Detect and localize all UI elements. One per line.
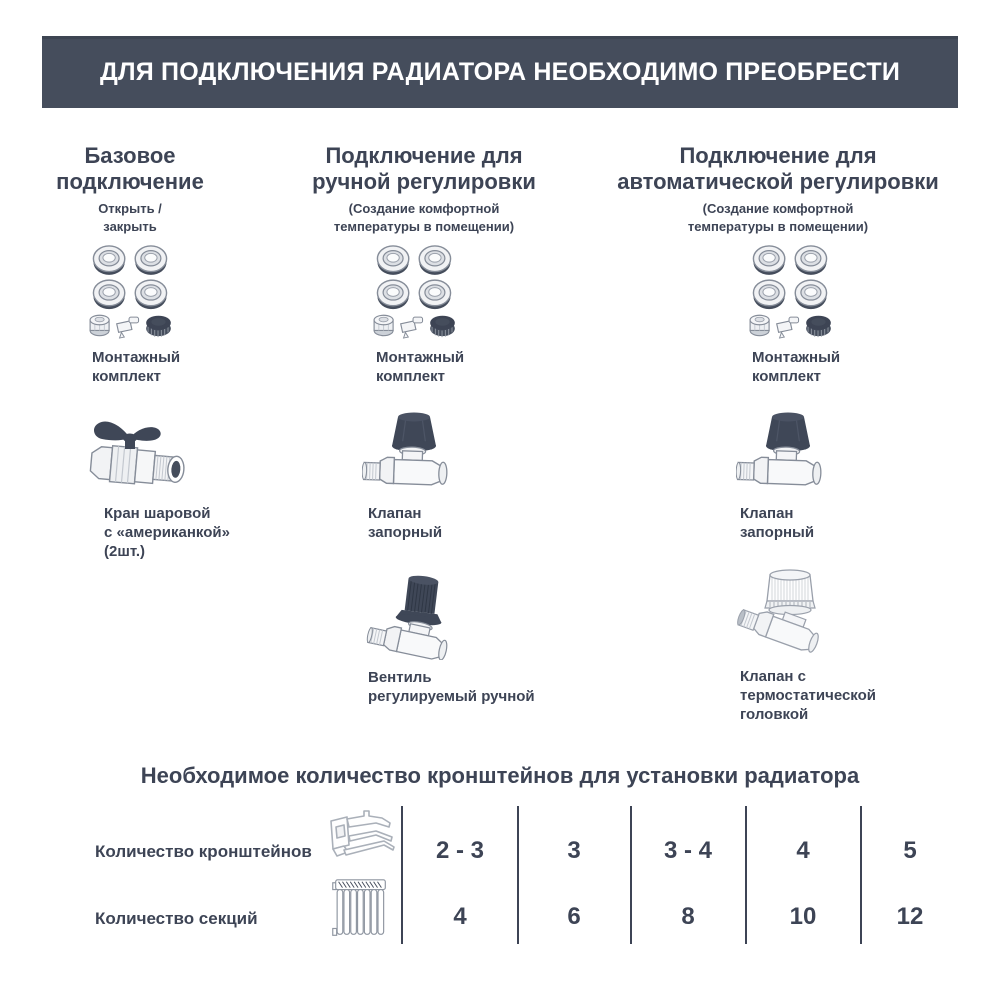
shutoff-valve-icon <box>362 404 454 496</box>
shutoff-valve-block-automatic: Клапан запорный <box>736 404 936 542</box>
header-banner: ДЛЯ ПОДКЛЮЧЕНИЯ РАДИАТОРА НЕОБХОДИМО ПРЕ… <box>42 36 958 108</box>
ball-valve-icon <box>88 406 188 496</box>
ball-valve-block: Кран шаровой с «американкой» (2шт.) <box>88 406 288 561</box>
section-count-value-2: 6 <box>567 903 581 930</box>
bracket-count-value-5: 5 <box>903 837 917 864</box>
table-divider <box>745 806 747 944</box>
page-title: ДЛЯ ПОДКЛЮЧЕНИЯ РАДИАТОРА НЕОБХОДИМО ПРЕ… <box>99 57 901 86</box>
mounting-kit-block-basic: Монтажный комплект <box>88 244 198 386</box>
section-count-value-1: 4 <box>453 903 467 930</box>
mounting-kit-block-automatic: Монтажный комплект <box>748 244 858 386</box>
manual-valve-icon <box>362 572 457 660</box>
manual-valve-block: Вентиль регулируемый ручной <box>362 572 562 706</box>
thermostatic-valve-label: Клапан с термостатической головкой <box>740 668 877 723</box>
mounting-kit-label: Монтажный комплект <box>376 349 465 385</box>
mounting-kit-icon <box>88 244 172 339</box>
shutoff-valve-block-manual: Клапан запорный <box>362 404 562 542</box>
bracket-count-label: Количество кронштейнов <box>95 842 312 861</box>
column-subtitle-basic: Открыть / закрыть <box>98 201 162 234</box>
bracket-count-value-3: 3 - 4 <box>663 837 713 864</box>
radiator-icon <box>331 874 389 946</box>
mounting-kit-block-manual: Монтажный комплект <box>372 244 482 386</box>
bracket-icon <box>324 806 396 872</box>
section-count-value-4: 10 <box>789 903 817 930</box>
table-divider <box>860 806 862 944</box>
section-count-value-3: 8 <box>681 903 695 930</box>
thermostatic-valve-block: Клапан с термостатической головкой <box>734 563 934 724</box>
table-divider <box>517 806 519 944</box>
manual-valve-label: Вентиль регулируемый ручной <box>368 669 535 705</box>
mounting-kit-icon <box>372 244 456 339</box>
column-subtitle-manual: (Создание комфортной температуры в помещ… <box>333 201 515 234</box>
mounting-kit-label: Монтажный комплект <box>92 349 181 385</box>
shutoff-valve-icon <box>736 404 828 496</box>
column-subtitle-automatic: (Создание комфортной температуры в помещ… <box>687 201 869 234</box>
brackets-section-title: Необходимое количество кронштейнов для у… <box>140 763 860 788</box>
table-divider <box>630 806 632 944</box>
mounting-kit-label: Монтажный комплект <box>752 349 841 385</box>
column-title-basic: Базовое подключение <box>56 143 204 194</box>
section-count-label: Количество секций <box>95 909 258 928</box>
bracket-count-value-2: 3 <box>567 837 581 864</box>
mounting-kit-icon <box>748 244 832 339</box>
shutoff-valve-label: Клапан запорный <box>740 505 815 541</box>
section-count-value-5: 12 <box>896 903 924 930</box>
bracket-count-value-4: 4 <box>796 837 810 864</box>
bracket-count-value-1: 2 - 3 <box>435 837 485 864</box>
column-title-automatic: Подключение для автоматической регулиров… <box>617 143 939 194</box>
shutoff-valve-label: Клапан запорный <box>368 505 443 541</box>
column-title-manual: Подключение для ручной регулировки <box>312 143 536 194</box>
thermostatic-valve-icon <box>734 563 834 663</box>
table-divider <box>401 806 403 944</box>
ball-valve-label: Кран шаровой с «американкой» (2шт.) <box>104 505 230 560</box>
